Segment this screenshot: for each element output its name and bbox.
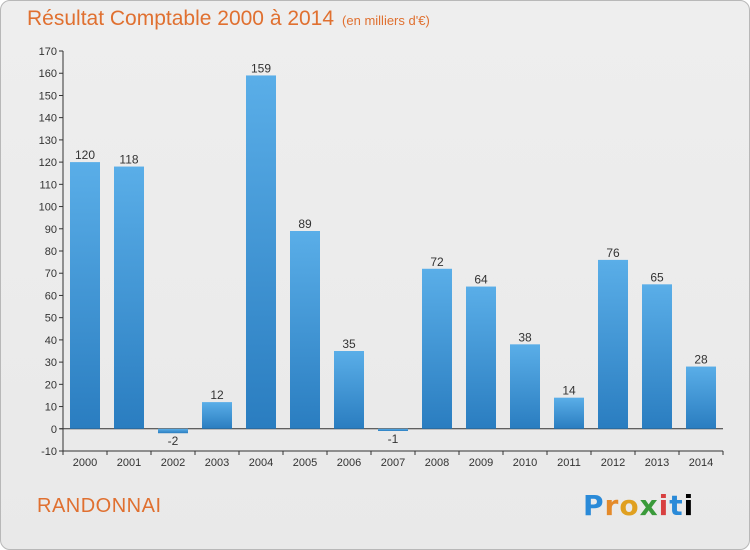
y-tick-label: 10 xyxy=(45,402,57,414)
data-label: 28 xyxy=(694,353,708,367)
x-tick-label: 2007 xyxy=(381,457,405,469)
x-tick-label: 2009 xyxy=(469,457,493,469)
y-tick-label: 40 xyxy=(45,335,57,347)
x-tick-label: 2003 xyxy=(205,457,229,469)
data-label: 65 xyxy=(650,270,664,284)
chart-bars xyxy=(70,75,716,434)
data-label: 35 xyxy=(342,337,356,351)
x-tick-label: 2005 xyxy=(293,457,317,469)
x-tick-label: 2000 xyxy=(73,457,97,469)
data-label: 118 xyxy=(119,153,138,167)
bar xyxy=(334,351,364,429)
data-label: 72 xyxy=(430,255,444,269)
y-tick-label: 60 xyxy=(45,290,57,302)
y-tick-label: 160 xyxy=(39,68,57,80)
y-tick-label: -10 xyxy=(41,446,57,458)
data-label: 159 xyxy=(251,61,271,75)
x-tick-label: 2002 xyxy=(161,457,185,469)
chart-unit: (en milliers d'€) xyxy=(342,13,430,28)
bar xyxy=(114,166,144,429)
bar xyxy=(466,286,496,429)
y-tick-label: 130 xyxy=(39,135,57,147)
chart-labels: 120 118 -2 12 159 89 35 -1 72 64 38 14 76 65 28 xyxy=(75,61,708,448)
data-label: 38 xyxy=(518,330,532,344)
x-tick-label: 2001 xyxy=(117,457,141,469)
chart-title-text: Résultat Comptable 2000 à 2014 xyxy=(27,7,335,30)
y-tick-label: 80 xyxy=(45,246,57,258)
bar xyxy=(554,397,584,429)
bar xyxy=(70,162,100,429)
bar xyxy=(202,402,232,429)
bar xyxy=(378,428,408,431)
x-tick-label: 2012 xyxy=(601,457,625,469)
bar xyxy=(642,284,672,429)
commune-name: RANDONNAI xyxy=(37,495,162,517)
y-tick-label: 90 xyxy=(45,224,57,236)
data-label: 89 xyxy=(298,217,312,231)
y-tick-label: 30 xyxy=(45,357,57,369)
y-tick-label: 0 xyxy=(51,424,57,436)
x-tick-label: 2014 xyxy=(689,457,713,469)
y-tick-label: 50 xyxy=(45,313,57,325)
y-tick-label: 140 xyxy=(39,113,57,125)
x-tick-label: 2011 xyxy=(557,457,581,469)
y-tick-label: 170 xyxy=(39,46,57,58)
bar xyxy=(290,231,320,429)
x-tick-label: 2010 xyxy=(513,457,537,469)
data-label: 64 xyxy=(474,273,488,287)
bar xyxy=(246,75,276,429)
y-tick-label: 110 xyxy=(39,179,57,191)
y-tick-label: 70 xyxy=(45,268,57,280)
y-tick-label: 100 xyxy=(39,202,57,214)
chart-title: Résultat Comptable 2000 à 2014 (en millie… xyxy=(27,7,430,31)
bar xyxy=(510,344,540,429)
data-label: 76 xyxy=(606,246,620,260)
data-label: -1 xyxy=(388,432,399,446)
y-tick-label: 120 xyxy=(39,157,57,169)
proxiti-logo: Proxiti xyxy=(583,489,695,522)
data-label: 12 xyxy=(210,388,224,402)
bar xyxy=(422,268,452,429)
bar xyxy=(686,366,716,429)
data-label: -2 xyxy=(168,434,179,448)
y-tick-label: 20 xyxy=(45,379,57,391)
x-tick-label: 2006 xyxy=(337,457,361,469)
x-tick-label: 2004 xyxy=(249,457,273,469)
data-label: 120 xyxy=(75,148,95,162)
y-tick-label: 150 xyxy=(39,90,57,102)
bar xyxy=(598,259,628,429)
data-label: 14 xyxy=(562,384,576,398)
x-tick-label: 2013 xyxy=(645,457,669,469)
x-tick-label: 2008 xyxy=(425,457,449,469)
bar xyxy=(158,428,188,434)
